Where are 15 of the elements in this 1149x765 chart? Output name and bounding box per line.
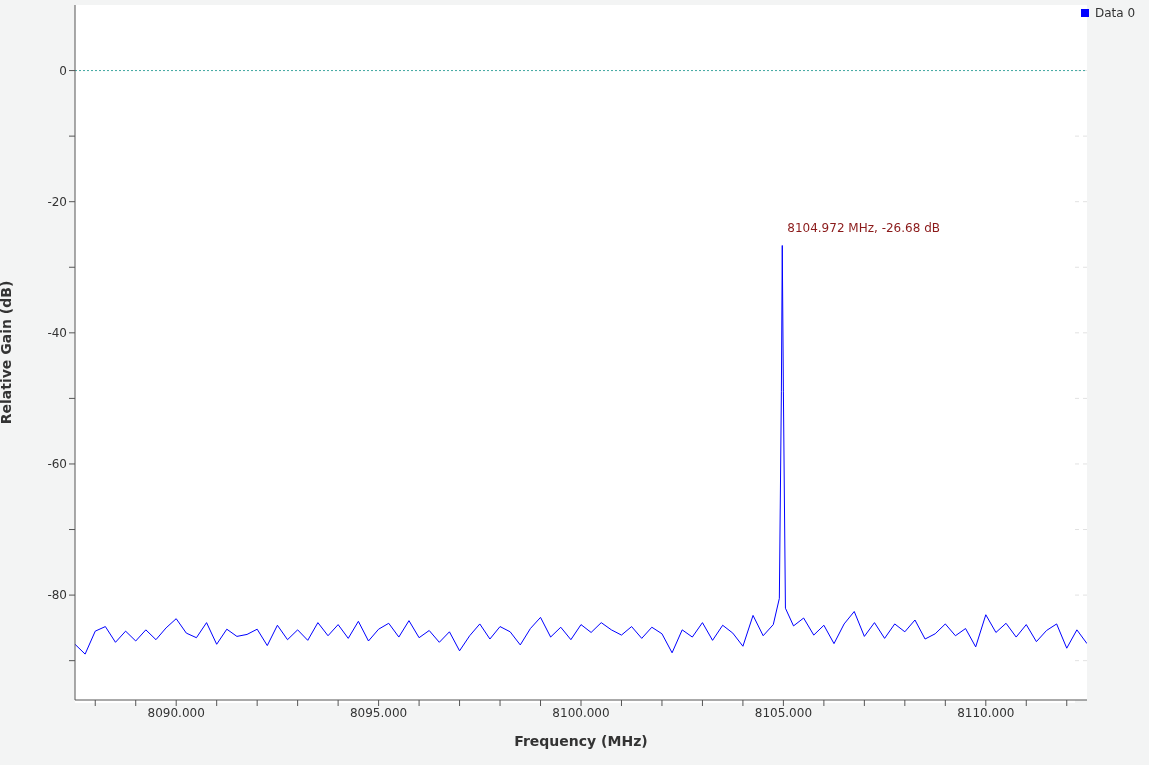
y-tick-label: -20 — [47, 194, 67, 209]
annotation: 8104.972 MHz, -26.68 dB — [787, 221, 940, 236]
x-tick-label: 8105.000 — [754, 705, 813, 720]
legend-label: Data 0 — [1095, 6, 1136, 20]
x-tick-label: 8100.000 — [552, 705, 610, 720]
y-axis-title: Relative Gain (dB) — [0, 280, 14, 425]
line-series — [75, 245, 1087, 655]
x-tick-label: 8110.000 — [957, 705, 1015, 720]
x-tick-label: 8090.000 — [147, 705, 205, 720]
y-tick-label: 0 — [59, 63, 67, 78]
y-tick-label: -60 — [47, 457, 67, 472]
x-axis-title: Frequency (MHz) — [514, 733, 648, 749]
y-tick-label: -40 — [47, 326, 67, 341]
x-tick-label: 8095.000 — [349, 705, 408, 720]
y-tick-label: -80 — [47, 588, 67, 603]
